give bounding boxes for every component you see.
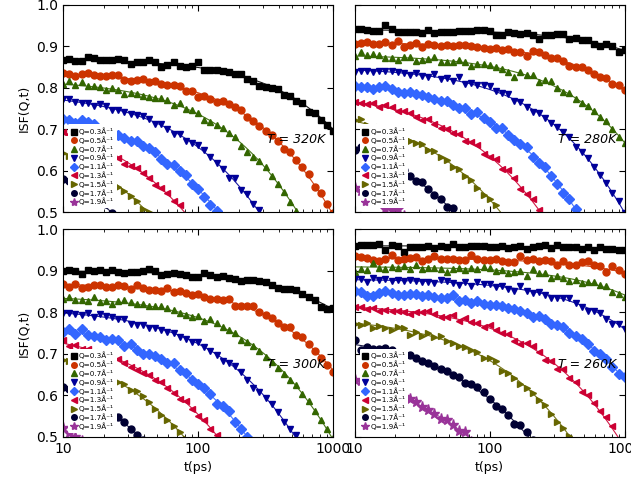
- Y-axis label: ISF(Q,t): ISF(Q,t): [18, 85, 31, 132]
- Text: T = 320K: T = 320K: [267, 133, 325, 146]
- X-axis label: t(ps): t(ps): [184, 461, 213, 474]
- Legend: Q=0.3Å⁻¹, Q=0.5Å⁻¹, Q=0.7Å⁻¹, Q=0.9Å⁻¹, Q=1.1Å⁻¹, Q=1.3Å⁻¹, Q=1.5Å⁻¹, Q=1.7Å⁻¹, : Q=0.3Å⁻¹, Q=0.5Å⁻¹, Q=0.7Å⁻¹, Q=0.9Å⁻¹, …: [360, 124, 408, 208]
- X-axis label: t(ps): t(ps): [475, 461, 504, 474]
- Legend: Q=0.3Å⁻¹, Q=0.5Å⁻¹, Q=0.7Å⁻¹, Q=0.9Å⁻¹, Q=1.1Å⁻¹, Q=1.3Å⁻¹, Q=1.5Å⁻¹, Q=1.7Å⁻¹, : Q=0.3Å⁻¹, Q=0.5Å⁻¹, Q=0.7Å⁻¹, Q=0.9Å⁻¹, …: [68, 349, 117, 432]
- Legend: Q=0.3Å⁻¹, Q=0.5Å⁻¹, Q=0.7Å⁻¹, Q=0.9Å⁻¹, Q=1.1Å⁻¹, Q=1.3Å⁻¹, Q=1.5Å⁻¹, Q=1.7Å⁻¹, : Q=0.3Å⁻¹, Q=0.5Å⁻¹, Q=0.7Å⁻¹, Q=0.9Å⁻¹, …: [68, 124, 117, 208]
- Text: T = 280K: T = 280K: [558, 133, 616, 146]
- Legend: Q=0.3Å⁻¹, Q=0.5Å⁻¹, Q=0.7Å⁻¹, Q=0.9Å⁻¹, Q=1.1Å⁻¹, Q=1.3Å⁻¹, Q=1.5Å⁻¹, Q=1.7Å⁻¹, : Q=0.3Å⁻¹, Q=0.5Å⁻¹, Q=0.7Å⁻¹, Q=0.9Å⁻¹, …: [360, 349, 408, 432]
- Y-axis label: ISF(Q,t): ISF(Q,t): [18, 309, 31, 357]
- Text: T = 260K: T = 260K: [558, 358, 616, 371]
- Text: T = 300K: T = 300K: [267, 358, 325, 371]
